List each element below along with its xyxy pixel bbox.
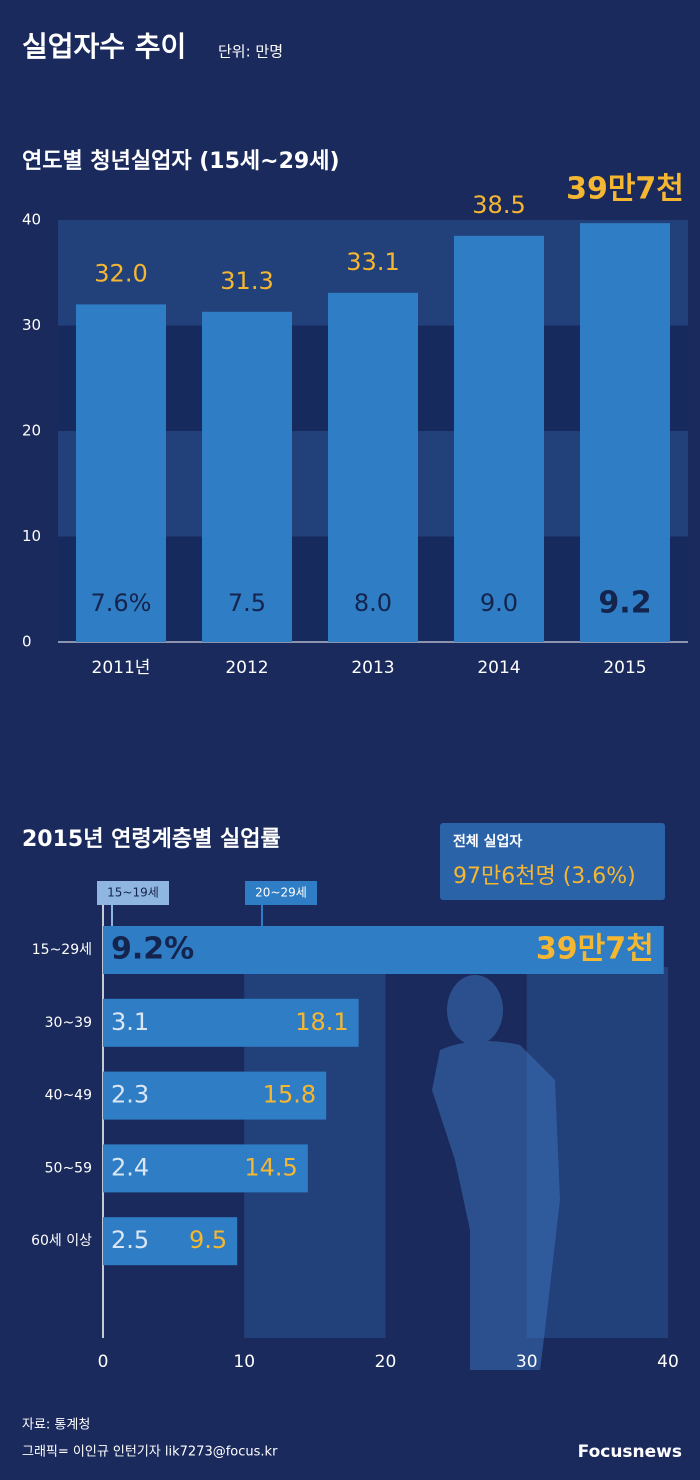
annotation-box — [97, 881, 169, 905]
y-tick-label: 50~59 — [45, 1160, 92, 1176]
bar — [580, 223, 670, 643]
value-label: 39만7천 — [566, 172, 684, 207]
value-label: 9.5 — [189, 1226, 227, 1254]
rate-label: 9.2% — [111, 932, 194, 967]
rate-label: 3.1 — [111, 1008, 149, 1036]
x-tick-label: 2011년 — [92, 658, 151, 678]
bar — [454, 235, 544, 642]
value-label: 15.8 — [263, 1081, 316, 1109]
y-tick-label: 40~49 — [45, 1088, 92, 1104]
y-tick-label: 30~39 — [45, 1015, 92, 1031]
rate-label: 2.3 — [111, 1081, 149, 1109]
rate-label: 8.0 — [354, 589, 392, 617]
annotation: 20~29세 — [255, 886, 307, 900]
bar — [103, 1071, 327, 1120]
rate-label: 2.5 — [111, 1226, 149, 1254]
value-label: 39만7천 — [536, 932, 654, 967]
silhouette-head — [447, 975, 503, 1045]
x-tick-label: 2013 — [351, 658, 394, 678]
y-tick-label: 10 — [22, 527, 41, 545]
bar — [202, 311, 292, 642]
value-label: 14.5 — [244, 1153, 297, 1181]
y-tick-label: 60세 이상 — [31, 1233, 92, 1249]
value-label: 31.3 — [220, 267, 273, 295]
bar — [103, 1144, 308, 1193]
total-value: 97만6천명 (3.6%) — [453, 864, 636, 889]
bar — [103, 998, 359, 1047]
y-tick-label: 20 — [22, 422, 41, 440]
x-tick-label: 40 — [657, 1352, 679, 1372]
x-tick-label: 2014 — [477, 658, 520, 678]
silhouette-body — [432, 1041, 560, 1370]
bar — [103, 926, 664, 974]
logo: Focusnews — [578, 1442, 682, 1462]
silhouette — [432, 975, 560, 1370]
y-tick-label: 40 — [22, 211, 41, 229]
x-tick-label: 0 — [98, 1352, 109, 1372]
bar — [328, 292, 418, 642]
source: 자료: 통계청 — [22, 1418, 90, 1433]
bar — [76, 304, 166, 642]
rate-label: 9.2 — [598, 586, 651, 621]
bar — [103, 1217, 238, 1266]
annotation: 15~19세 — [107, 886, 159, 900]
chart-title: 연도별 청년실업자 (15세~29세) — [22, 149, 340, 174]
y-tick-label: 0 — [22, 633, 32, 651]
value-label: 32.0 — [94, 259, 147, 287]
x-tick-label: 10 — [233, 1352, 255, 1372]
rate-label: 2.4 — [111, 1153, 149, 1181]
rate-label: 9.0 — [480, 589, 518, 617]
rate-label: 7.5 — [228, 589, 266, 617]
total-title: 전체 실업자 — [453, 833, 522, 850]
y-tick-label: 30 — [22, 316, 41, 334]
value-label: 38.5 — [472, 191, 525, 219]
x-tick-label: 2012 — [225, 658, 268, 678]
x-tick-label: 20 — [375, 1352, 397, 1372]
y-tick-label: 15~29세 — [32, 942, 92, 958]
total-box — [440, 823, 665, 900]
page-title: 실업자수 추이 — [22, 30, 186, 63]
chart-title: 2015년 연령계층별 실업률 — [22, 827, 281, 852]
value-label: 33.1 — [346, 248, 399, 276]
x-tick-label: 30 — [516, 1352, 538, 1372]
credit: 그래픽= 이인규 인턴기자 lik7273@focus.kr — [22, 1445, 278, 1460]
annotation-box — [245, 881, 317, 905]
rate-label: 7.6% — [91, 589, 152, 617]
unit-note: 단위: 만명 — [218, 43, 283, 61]
x-tick-label: 2015 — [603, 658, 646, 678]
value-label: 18.1 — [295, 1008, 348, 1036]
